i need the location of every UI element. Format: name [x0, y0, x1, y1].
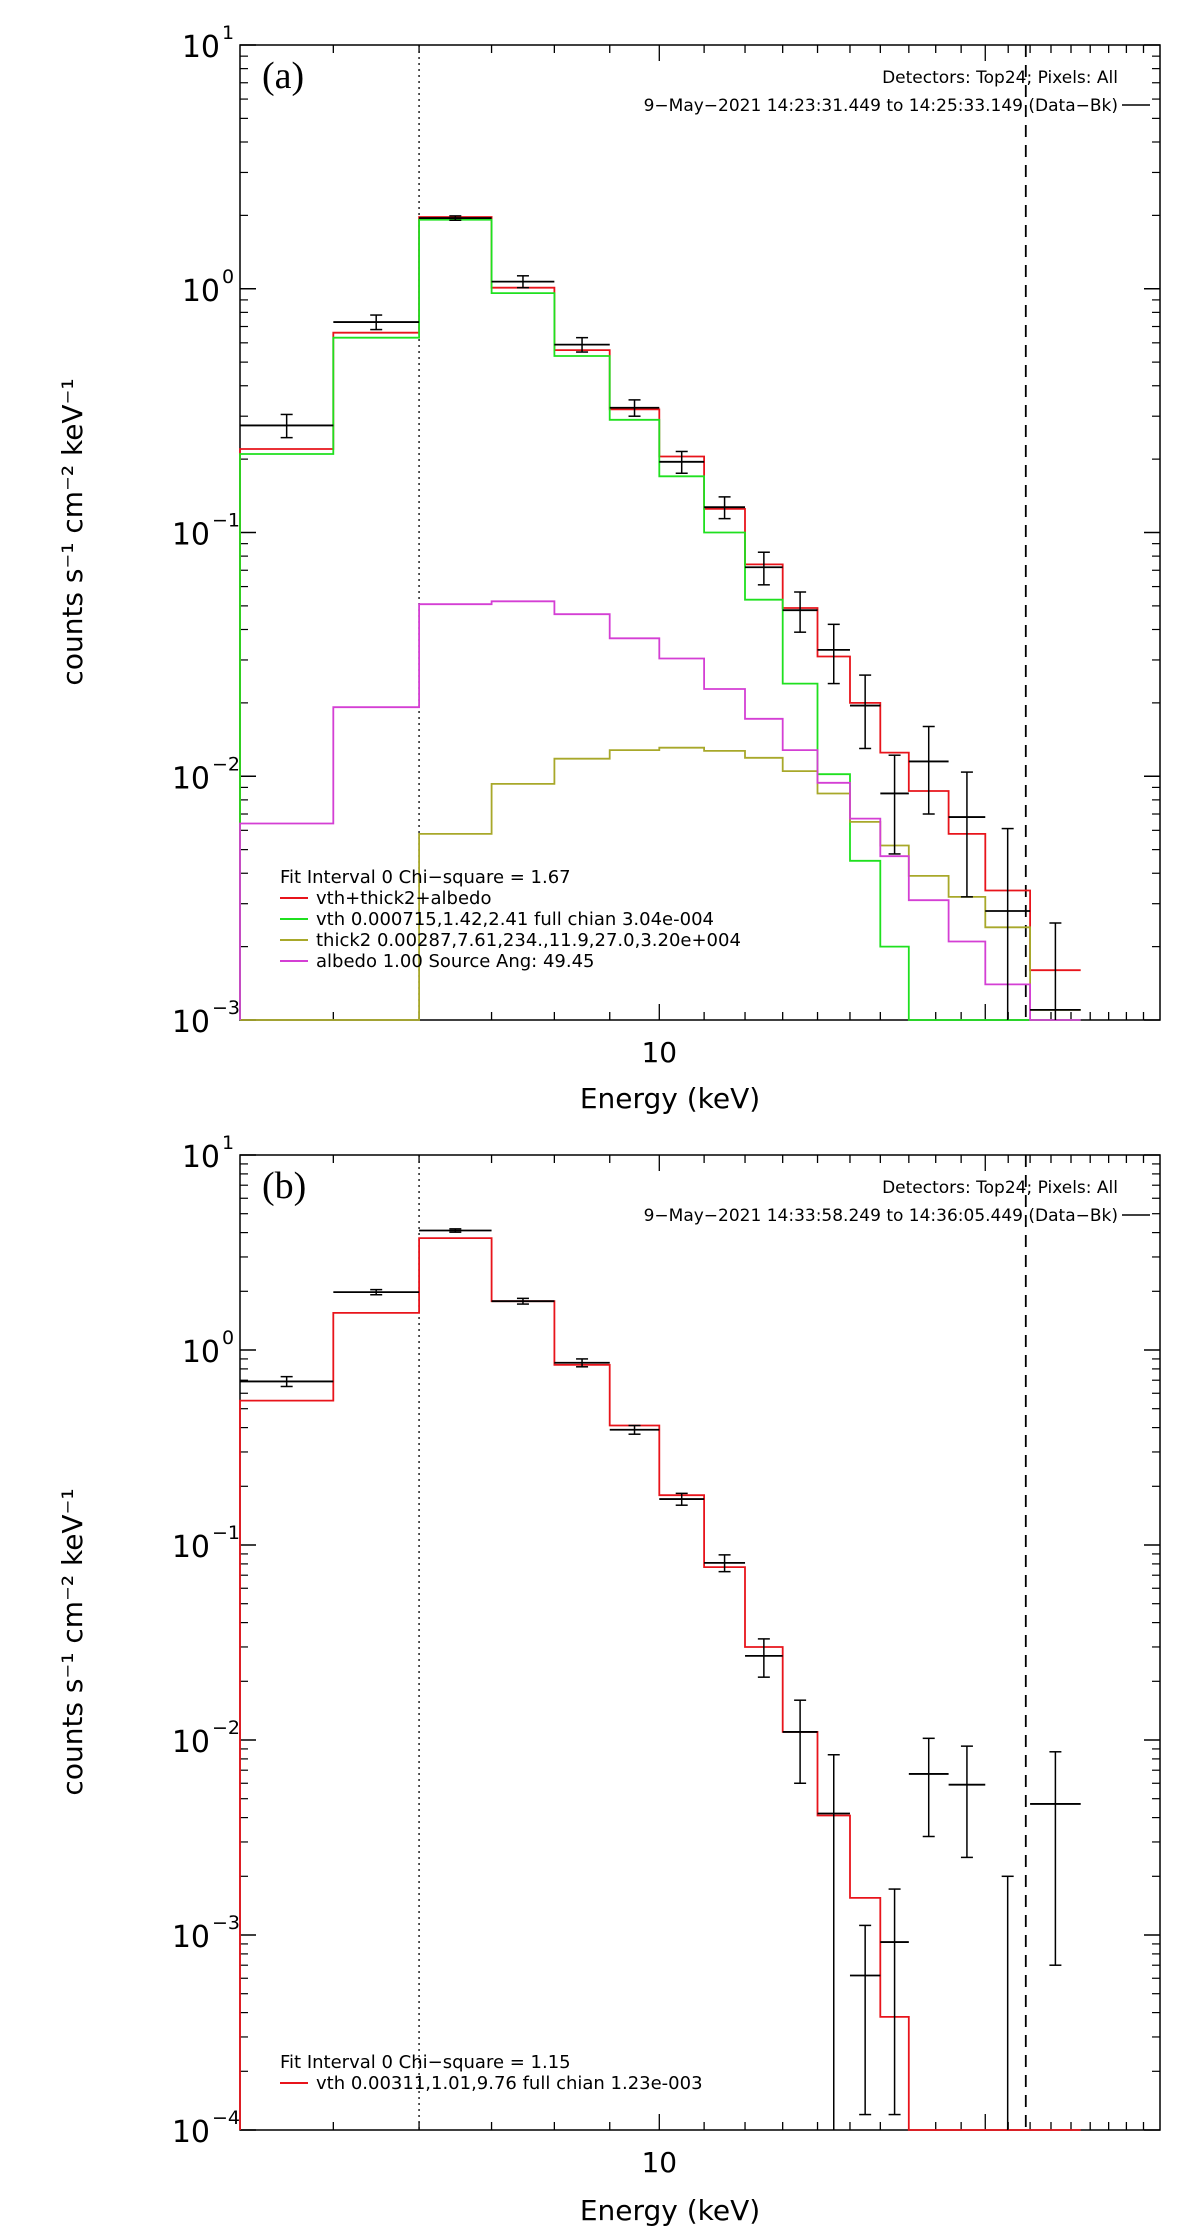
legend-title: Fit Interval 0 Chi−square = 1.15: [280, 2052, 571, 2073]
y-tick-label: 10: [172, 1725, 210, 1760]
legend-entry: vth 0.000715,1.42,2.41 full chian 3.04e-…: [316, 909, 714, 930]
y-tick-exponent: −3: [212, 1912, 240, 1934]
data-points: [240, 215, 1081, 1020]
panel-label: (b): [262, 1165, 306, 1207]
panel-a: (a) Detectors: Top24; Pixels: All 9−May−…: [56, 22, 1161, 1115]
y-tick-exponent: 0: [222, 266, 234, 288]
model-step-line: [239, 1237, 1081, 2131]
legend-entry: vth+thick2+albedo: [316, 888, 492, 909]
legend-entry: albedo 1.00 Source Ang: 49.45: [316, 951, 595, 972]
y-tick-label: 10: [172, 1005, 210, 1040]
header-detectors: Detectors: Top24; Pixels: All: [882, 68, 1118, 88]
legend-entry: vth 0.00311,1.01,9.76 full chian 1.23e-0…: [316, 2073, 703, 2094]
model-step-line: [240, 746, 1081, 1021]
header-time-range: 9−May−2021 14:23:31.449 to 14:25:33.149 …: [644, 96, 1118, 116]
y-tick-label: 10: [172, 1920, 210, 1955]
header-detectors: Detectors: Top24; Pixels: All: [882, 1178, 1118, 1198]
y-axis-label: counts s⁻¹ cm⁻² keV⁻¹: [56, 378, 89, 685]
panel-label: (a): [262, 55, 304, 97]
y-axis-label: counts s⁻¹ cm⁻² keV⁻¹: [56, 1488, 89, 1795]
y-tick-exponent: −2: [212, 1717, 240, 1739]
model-curves: [239, 216, 1081, 1021]
y-tick-exponent: 0: [222, 1327, 234, 1349]
legend-title: Fit Interval 0 Chi−square = 1.67: [280, 867, 571, 888]
x-axis-label: Energy (keV): [580, 1082, 760, 1115]
y-tick-exponent: −4: [212, 2107, 240, 2129]
x-tick-label: 10: [641, 1036, 677, 1069]
legend: Fit Interval 0 Chi−square = 1.67vth+thic…: [280, 867, 741, 972]
y-tick-label: 10: [172, 518, 210, 553]
x-tick-label: 10: [641, 2146, 677, 2179]
y-tick-exponent: 1: [222, 22, 234, 44]
y-tick-exponent: −1: [212, 510, 240, 532]
y-tick-label: 10: [182, 30, 220, 65]
y-tick-label: 10: [182, 274, 220, 309]
panel-b: (b) Detectors: Top24; Pixels: All 9−May−…: [56, 1132, 1161, 2227]
y-tick-exponent: −2: [212, 753, 240, 775]
plot-frame: [239, 1154, 1161, 2131]
y-tick-exponent: −3: [212, 997, 240, 1019]
data-points: [240, 1228, 1081, 2130]
y-tick-exponent: 1: [222, 1132, 234, 1154]
y-tick-label: 10: [172, 761, 210, 796]
model-step-line: [239, 600, 1081, 1021]
y-tick-label: 10: [182, 1140, 220, 1175]
y-tick-label: 10: [182, 1335, 220, 1370]
header-time-range: 9−May−2021 14:33:58.249 to 14:36:05.449 …: [644, 1206, 1118, 1226]
reference-lines: [418, 45, 1027, 1020]
x-axis-label: Energy (keV): [580, 2194, 760, 2227]
y-tick-label: 10: [172, 1530, 210, 1565]
legend-entry: thick2 0.00287,7.61,234.,11.9,27.0,3.20e…: [316, 930, 741, 951]
reference-lines: [418, 1155, 1027, 2130]
model-step-line: [239, 218, 1081, 1021]
y-tick-exponent: −1: [212, 1522, 240, 1544]
model-curves: [239, 1237, 1081, 2131]
y-tick-label: 10: [172, 2115, 210, 2150]
